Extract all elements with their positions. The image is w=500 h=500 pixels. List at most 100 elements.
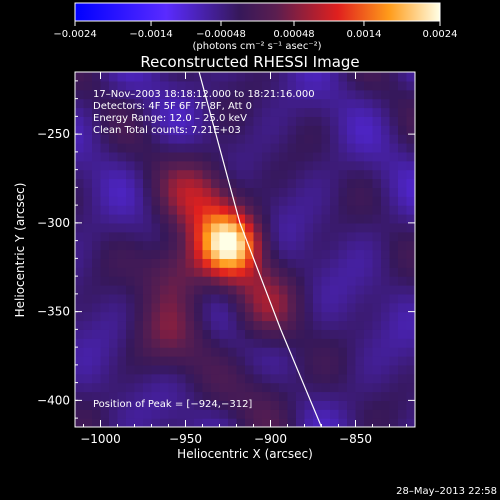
heatmap-cell [372,364,382,375]
heatmap-cell [245,196,255,206]
heatmap-cell [126,391,136,401]
heatmap-cell [262,338,272,348]
heatmap-cell [151,409,161,419]
heatmap-cell [109,196,119,206]
heatmap-cell [321,116,331,126]
heatmap-cell [270,151,280,162]
heatmap-cell [117,302,127,313]
heatmap-cell [296,338,306,348]
heatmap-cell [321,311,331,322]
heatmap-cell [253,240,263,251]
heatmap-cell [83,98,93,109]
heatmap-cell [228,276,238,286]
heatmap-cell [75,240,85,251]
heatmap-cell [109,249,119,259]
heatmap-cell [185,214,195,224]
heatmap-cell [92,116,102,126]
heatmap-cell [151,258,161,268]
heatmap-cell [185,418,195,427]
heatmap-cell [381,178,391,188]
heatmap-cell [83,382,93,393]
heatmap-cell [355,80,365,91]
heatmap-cell [406,178,415,188]
heatmap-cell [236,293,246,304]
heatmap-cell [381,258,391,268]
heatmap-cell [143,311,153,322]
heatmap-cell [372,302,382,313]
heatmap-cell [126,285,136,295]
heatmap-cell [168,143,178,153]
heatmap-cell [211,143,221,153]
heatmap-cell [330,320,340,330]
heatmap-cell [151,125,161,135]
heatmap-cell [364,187,374,197]
heatmap-cell [194,347,204,357]
heatmap-cell [211,285,221,295]
heatmap-cell [75,391,85,401]
heatmap-cell [168,205,178,215]
heatmap-cell [202,267,212,277]
heatmap-cell [381,169,391,180]
heatmap-cell [117,178,127,188]
heatmap-cell [262,187,272,197]
heatmap-cell [372,151,382,162]
heatmap-cell [211,418,221,427]
heatmap-cell [185,382,195,393]
heatmap-cell [304,267,314,277]
heatmap-cell [160,356,170,366]
heatmap-cell [287,347,297,357]
heatmap-cell [330,347,340,357]
heatmap-cell [236,196,246,206]
heatmap-cell [347,80,357,91]
heatmap-cell [228,249,238,259]
heatmap-cell [134,80,144,91]
x-axis-title: Heliocentric X (arcsec) [177,447,313,461]
colorbar-tick-label: 0.0014 [346,29,381,40]
heatmap-cell [126,302,136,313]
heatmap-cell [270,249,280,259]
heatmap-cell [381,134,391,144]
heatmap-cell [372,285,382,295]
heatmap-cell [304,80,314,91]
heatmap-cell [355,151,365,162]
heatmap-cell [262,205,272,215]
heatmap-cell [219,107,229,117]
heatmap-cell [406,258,415,268]
heatmap-cell [287,143,297,153]
colorbar-gradient [74,2,441,22]
heatmap-cell [100,373,110,384]
heatmap-cell [168,151,178,162]
heatmap-cell [262,249,272,259]
heatmap-cell [168,214,178,224]
heatmap-cell [134,418,144,427]
heatmap-cell [185,258,195,268]
heatmap-cell [185,329,195,339]
heatmap-cell [177,311,187,322]
heatmap-cell [321,276,331,286]
heatmap-cell [321,125,331,135]
heatmap-cell [389,160,399,171]
heatmap-cell [330,72,340,82]
heatmap-cell [228,267,238,277]
heatmap-cell [228,205,238,215]
heatmap-cell [245,267,255,277]
heatmap-cell [372,400,382,410]
heatmap-cell [338,391,348,401]
heatmap-cell [262,214,272,224]
heatmap-cell [296,267,306,277]
heatmap-cell [185,240,195,251]
heatmap-cell [262,240,272,251]
heatmap-cell [126,347,136,357]
heatmap-cell [304,311,314,322]
heatmap-cell [398,418,408,427]
heatmap-cell [92,249,102,259]
heatmap-cell [92,391,102,401]
heatmap-cell [253,134,263,144]
heatmap-cell [100,311,110,322]
heatmap-cell [338,249,348,259]
heatmap-cell [83,302,93,313]
heatmap-cell [279,258,289,268]
heatmap-cell [245,205,255,215]
heatmap-cell [296,178,306,188]
